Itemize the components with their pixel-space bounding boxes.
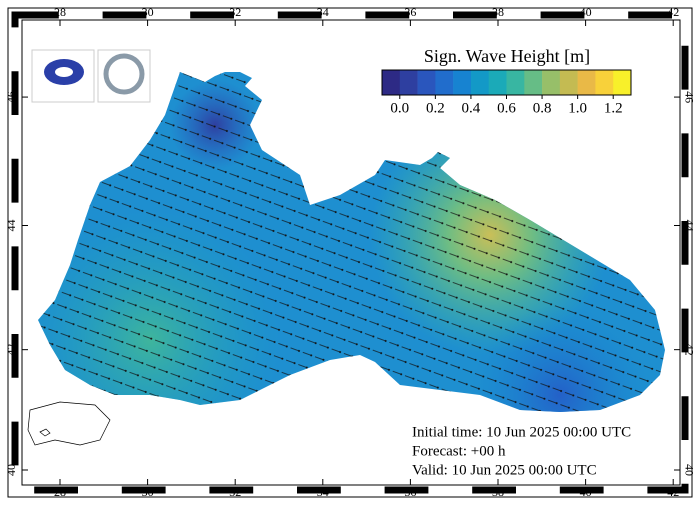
colorbar-swatch bbox=[435, 70, 454, 95]
colorbar-swatch bbox=[524, 70, 543, 95]
info-background bbox=[408, 415, 670, 481]
outer-frame bbox=[7, 7, 693, 498]
lat-tick-label: 42 bbox=[682, 344, 696, 356]
lat-tick-label: 44 bbox=[4, 220, 18, 232]
lon-tick-label: 42 bbox=[667, 485, 679, 499]
lon-tick-label: 30 bbox=[142, 5, 154, 19]
colorbar-tick-label: 0.0 bbox=[390, 100, 409, 116]
lon-tick-label: 38 bbox=[492, 485, 504, 499]
colorbar-swatch bbox=[382, 70, 401, 95]
lon-tick-label: 36 bbox=[404, 485, 416, 499]
lon-tick-label: 42 bbox=[667, 5, 679, 19]
colorbar-tick-label: 0.8 bbox=[533, 100, 552, 116]
frame-check bbox=[11, 11, 689, 494]
lon-tick-label: 36 bbox=[404, 5, 416, 19]
logos bbox=[31, 49, 151, 103]
lon-tick-label: 28 bbox=[54, 485, 66, 499]
colorbar-swatch bbox=[613, 70, 632, 95]
colorbar-tick-label: 0.6 bbox=[497, 100, 516, 116]
lon-tick-label: 34 bbox=[317, 5, 329, 19]
lon-tick-label: 38 bbox=[492, 5, 504, 19]
lon-tick-label: 30 bbox=[142, 485, 154, 499]
colorbar-swatch bbox=[506, 70, 525, 95]
colorbar-swatch bbox=[595, 70, 614, 95]
colorbar-swatch bbox=[542, 70, 561, 95]
lat-tick-label: 40 bbox=[682, 464, 696, 476]
lon-tick-label: 32 bbox=[229, 485, 241, 499]
colorbar-swatch bbox=[417, 70, 436, 95]
info-box: Initial time: 10 Jun 2025 00:00 UTC Forec… bbox=[408, 415, 670, 481]
info-line: Forecast: +00 h bbox=[412, 443, 506, 459]
colorbar-tick-label: 1.0 bbox=[568, 100, 587, 116]
info-line: Valid: 10 Jun 2025 00:00 UTC bbox=[412, 462, 597, 478]
colorbar-swatch bbox=[559, 70, 578, 95]
land-outline bbox=[27, 401, 111, 446]
lon-tick-label: 34 bbox=[317, 485, 329, 499]
colorbar-swatch bbox=[399, 70, 418, 95]
logo-mark bbox=[103, 53, 145, 95]
lat-tick-label: 46 bbox=[4, 91, 18, 103]
lat-tick-label: 40 bbox=[4, 464, 18, 476]
logo-mark bbox=[55, 67, 73, 77]
lon-tick-label: 40 bbox=[580, 485, 592, 499]
lon-tick-label: 32 bbox=[229, 5, 241, 19]
logo-left bbox=[31, 49, 95, 103]
colorbar-tick-label: 1.2 bbox=[604, 100, 623, 116]
lat-tick-label: 42 bbox=[4, 344, 18, 356]
colorbar-swatch bbox=[470, 70, 490, 95]
lat-tick-label: 44 bbox=[682, 220, 696, 232]
colorbar-title: Sign. Wave Height [m] bbox=[424, 46, 590, 66]
lon-tick-label: 28 bbox=[54, 5, 66, 19]
colorbar-tick-label: 0.2 bbox=[426, 100, 445, 116]
colorbar-tick-label: 0.4 bbox=[462, 100, 481, 116]
colorbar-swatch bbox=[577, 70, 596, 95]
colorbar-swatch bbox=[488, 70, 507, 95]
info-line: Initial time: 10 Jun 2025 00:00 UTC bbox=[412, 424, 631, 440]
lat-tick-label: 46 bbox=[682, 91, 696, 103]
colorbar-swatch bbox=[453, 70, 472, 95]
colorbar: 0.0 0.2 0.4 0.6 0.8 1.0 1.2 bbox=[381, 69, 632, 116]
lon-tick-label: 40 bbox=[580, 5, 592, 19]
